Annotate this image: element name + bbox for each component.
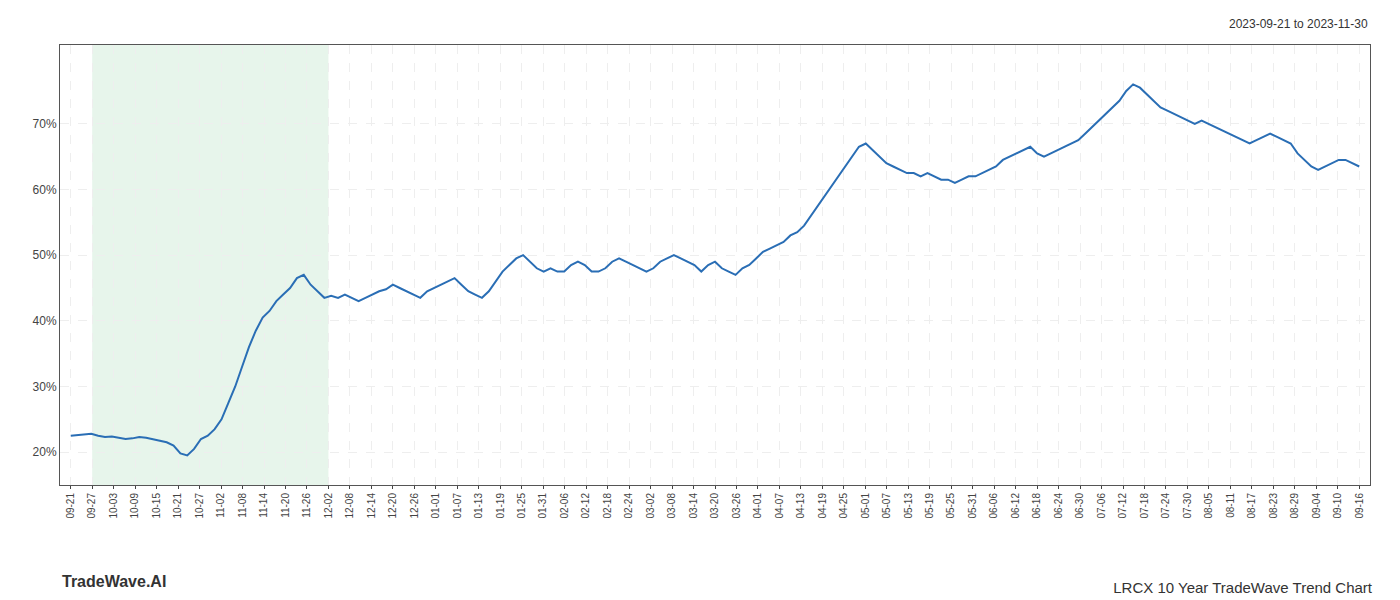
svg-text:09-16: 09-16: [1354, 493, 1365, 519]
svg-text:09-10: 09-10: [1332, 493, 1343, 519]
svg-text:11-20: 11-20: [280, 493, 291, 518]
svg-text:2023-09-21 to 2023-11-30: 2023-09-21 to 2023-11-30: [1229, 17, 1368, 31]
svg-text:10-15: 10-15: [151, 493, 162, 519]
svg-text:03-08: 03-08: [666, 493, 677, 519]
svg-text:10-27: 10-27: [194, 493, 205, 519]
svg-text:11-02: 11-02: [215, 493, 226, 518]
svg-text:12-26: 12-26: [409, 493, 420, 519]
svg-text:01-31: 01-31: [537, 493, 548, 519]
svg-text:03-26: 03-26: [731, 493, 742, 519]
svg-text:07-12: 07-12: [1117, 493, 1128, 519]
svg-text:09-21: 09-21: [65, 493, 76, 519]
svg-text:05-01: 05-01: [860, 493, 871, 519]
svg-text:08-17: 08-17: [1246, 493, 1257, 519]
svg-text:01-01: 01-01: [430, 493, 441, 519]
svg-text:30%: 30%: [33, 380, 57, 394]
svg-text:50%: 50%: [33, 248, 57, 262]
svg-text:05-19: 05-19: [924, 493, 935, 519]
svg-text:01-25: 01-25: [516, 493, 527, 519]
svg-text:12-02: 12-02: [323, 493, 334, 519]
svg-text:02-06: 02-06: [559, 493, 570, 519]
svg-text:10-21: 10-21: [172, 493, 183, 519]
svg-text:TradeWave.AI: TradeWave.AI: [62, 573, 166, 590]
svg-text:06-24: 06-24: [1053, 493, 1064, 519]
svg-text:07-30: 07-30: [1182, 493, 1193, 519]
svg-text:11-08: 11-08: [237, 493, 248, 518]
svg-text:06-18: 06-18: [1031, 493, 1042, 519]
svg-text:40%: 40%: [33, 314, 57, 328]
svg-text:05-25: 05-25: [945, 493, 956, 519]
svg-text:10-09: 10-09: [129, 493, 140, 519]
svg-text:04-13: 04-13: [795, 493, 806, 519]
svg-text:10-03: 10-03: [108, 493, 119, 519]
svg-text:LRCX 10 Year TradeWave Trend C: LRCX 10 Year TradeWave Trend Chart: [1113, 579, 1373, 596]
svg-text:01-07: 01-07: [452, 493, 463, 519]
svg-text:11-14: 11-14: [258, 493, 269, 518]
svg-text:12-20: 12-20: [387, 493, 398, 519]
svg-text:02-18: 02-18: [602, 493, 613, 519]
svg-text:05-13: 05-13: [903, 493, 914, 519]
svg-text:02-12: 02-12: [580, 493, 591, 519]
svg-text:07-06: 07-06: [1096, 493, 1107, 519]
svg-text:04-07: 04-07: [774, 493, 785, 519]
svg-text:07-18: 07-18: [1139, 493, 1150, 519]
svg-text:05-07: 05-07: [881, 493, 892, 519]
svg-text:12-14: 12-14: [366, 493, 377, 519]
svg-text:07-24: 07-24: [1160, 493, 1171, 519]
svg-text:04-25: 04-25: [838, 493, 849, 519]
svg-text:09-04: 09-04: [1311, 493, 1322, 519]
svg-text:60%: 60%: [33, 183, 57, 197]
svg-text:08-11: 08-11: [1225, 493, 1236, 518]
svg-text:03-20: 03-20: [709, 493, 720, 519]
svg-text:20%: 20%: [33, 445, 57, 459]
svg-text:04-01: 04-01: [752, 493, 763, 519]
svg-text:12-08: 12-08: [344, 493, 355, 519]
svg-text:06-30: 06-30: [1074, 493, 1085, 519]
svg-text:03-14: 03-14: [688, 493, 699, 519]
svg-text:02-24: 02-24: [623, 493, 634, 519]
svg-text:06-12: 06-12: [1010, 493, 1021, 519]
svg-text:03-02: 03-02: [645, 493, 656, 519]
svg-text:08-05: 08-05: [1203, 493, 1214, 519]
svg-text:05-31: 05-31: [967, 493, 978, 519]
svg-text:08-23: 08-23: [1268, 493, 1279, 519]
svg-text:70%: 70%: [33, 117, 57, 131]
svg-text:08-29: 08-29: [1289, 493, 1300, 519]
svg-text:06-06: 06-06: [988, 493, 999, 519]
svg-text:04-19: 04-19: [817, 493, 828, 519]
svg-text:01-19: 01-19: [495, 493, 506, 519]
svg-text:01-13: 01-13: [473, 493, 484, 519]
svg-text:11-26: 11-26: [301, 493, 312, 518]
svg-text:09-27: 09-27: [86, 493, 97, 519]
